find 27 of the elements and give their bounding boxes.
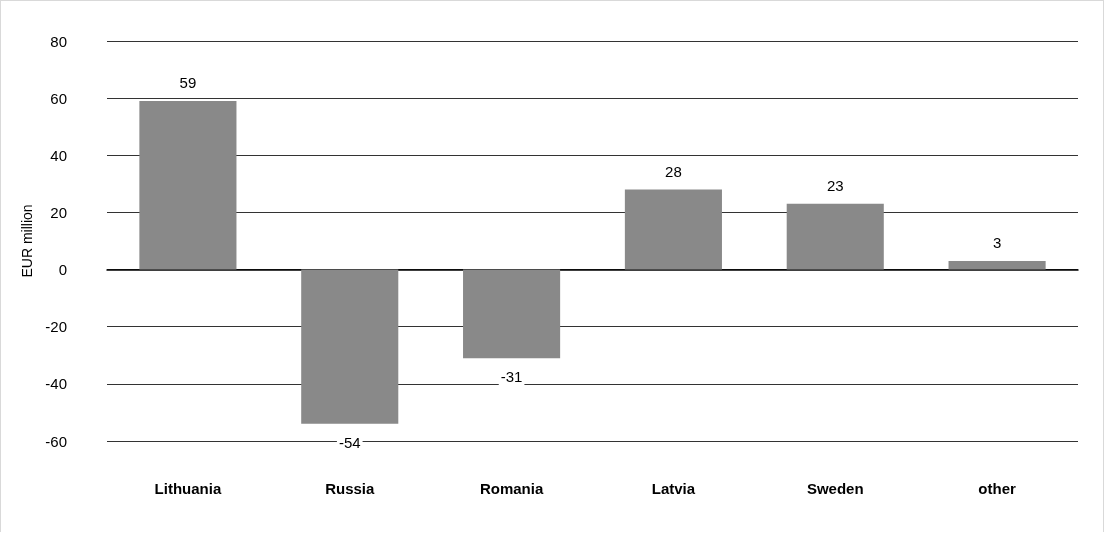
bar [139, 101, 237, 270]
y-tick-label: -60 [45, 432, 67, 450]
bar [463, 269, 561, 359]
x-tick-label: Latvia [651, 480, 696, 497]
y-axis-title: EUR million [19, 204, 36, 278]
y-tick-label: -20 [45, 318, 67, 336]
bar [948, 261, 1046, 270]
x-tick-label: Sweden [806, 480, 864, 497]
data-label: -54 [338, 433, 361, 451]
y-tick-label: 20 [50, 203, 67, 221]
data-label: -31 [500, 368, 523, 386]
x-tick-label: Lithuania [154, 480, 222, 497]
data-label: 59 [179, 74, 197, 91]
bar [624, 189, 722, 270]
bar [786, 203, 884, 270]
x-tick-label: other [978, 480, 1016, 497]
data-label: 28 [665, 162, 682, 180]
y-tick-label: 0 [58, 261, 67, 279]
data-label: 23 [826, 176, 844, 194]
x-tick-label: Russia [325, 480, 375, 497]
x-tick-label: Romania [479, 480, 544, 497]
y-tick-label: 40 [50, 146, 67, 164]
y-tick-label: 80 [50, 32, 67, 50]
bar [301, 269, 399, 424]
y-tick-label: 60 [50, 89, 67, 107]
y-tick-label: -40 [45, 375, 67, 393]
data-label: 3 [992, 234, 1002, 251]
